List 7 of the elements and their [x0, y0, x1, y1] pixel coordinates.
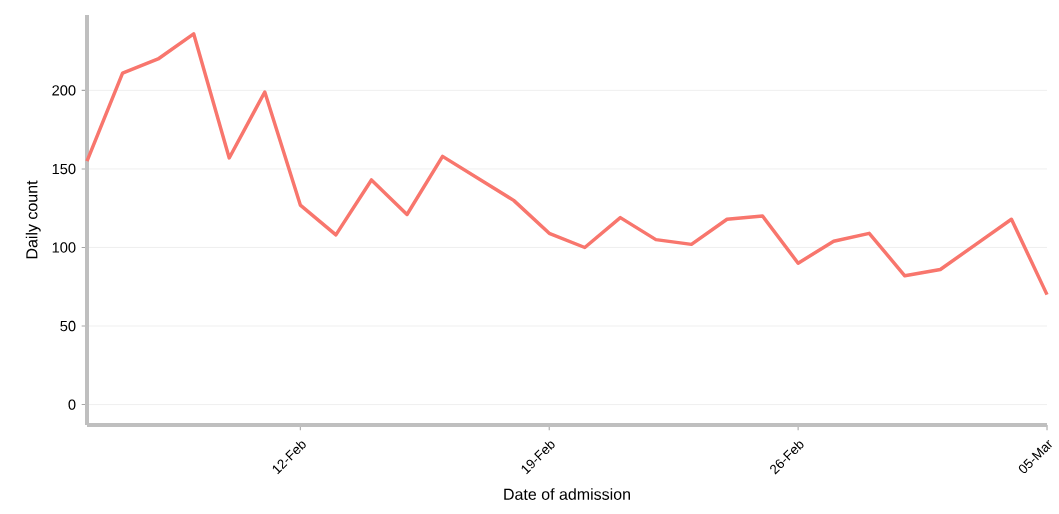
y-tick-label: 100	[52, 242, 76, 253]
y-axis-title: Daily count	[25, 180, 41, 259]
y-tick-label: 200	[52, 85, 76, 96]
y-tick-label: 50	[60, 320, 76, 332]
y-tick-label: 150	[52, 163, 76, 175]
x-axis-title: Date of admission	[504, 488, 630, 500]
y-tick-label: 0	[68, 399, 76, 410]
